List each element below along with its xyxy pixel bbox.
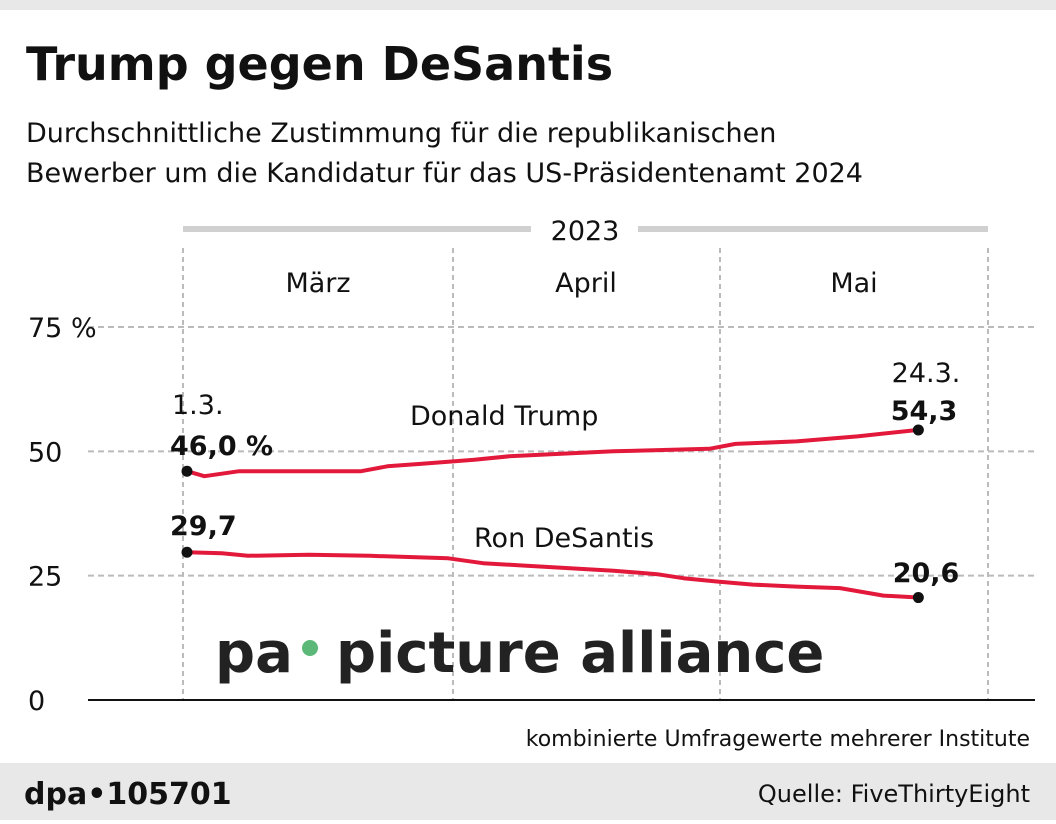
year-bar-left <box>183 226 531 232</box>
svg-text:picture alliance: picture alliance <box>336 621 824 686</box>
endpoint-marker <box>181 465 193 477</box>
y-tick-label: 0 <box>28 686 45 717</box>
y-axis: 0 25 50 75 % <box>28 313 97 717</box>
chart-title: Trump gegen DeSantis <box>26 37 613 91</box>
y-tick-label: 25 <box>28 562 62 593</box>
desantis-end-label: 20,6 <box>893 558 960 589</box>
grid <box>88 248 1035 701</box>
month-labels: März April Mai <box>285 268 877 299</box>
source-label: Quelle: FiveThirtyEight <box>758 780 1030 808</box>
endpoint-marker <box>181 546 193 558</box>
chart-note: kombinierte Umfragewerte mehrerer Instit… <box>526 727 1030 752</box>
endpoint-marker <box>912 424 924 436</box>
month-label-april: April <box>555 268 617 299</box>
year-bar-right <box>638 226 988 232</box>
trump-start-label: 46,0 % <box>170 431 273 462</box>
watermark: pa picture alliance <box>215 621 824 686</box>
series-label-desantis: Ron DeSantis <box>474 523 654 554</box>
top-strip <box>0 0 1056 10</box>
series-line-trump <box>186 427 919 479</box>
chart-subtitle-1: Durchschnittliche Zustimmung für die rep… <box>26 118 776 149</box>
month-label-mai: Mai <box>830 268 877 299</box>
series-lines <box>181 424 924 604</box>
footer-bar <box>0 763 1056 820</box>
trump-end-label: 54,3 <box>891 396 958 427</box>
month-label-maerz: März <box>285 268 350 299</box>
end-date-label: 24.3. <box>892 358 961 389</box>
y-tick-label: 75 % <box>28 313 97 344</box>
endpoint-marker <box>912 592 924 604</box>
desantis-start-label: 29,7 <box>170 511 237 542</box>
start-date-label: 1.3. <box>172 390 224 421</box>
series-label-trump: Donald Trump <box>410 401 598 432</box>
chart-subtitle-2: Bewerber um die Kandidatur für das US-Pr… <box>26 158 863 189</box>
svg-text:pa: pa <box>215 621 293 686</box>
dpa-id: dpa•105701 <box>24 777 232 812</box>
y-tick-label: 50 <box>28 437 62 468</box>
series-line-desantis <box>186 550 919 600</box>
year-label: 2023 <box>551 216 620 247</box>
